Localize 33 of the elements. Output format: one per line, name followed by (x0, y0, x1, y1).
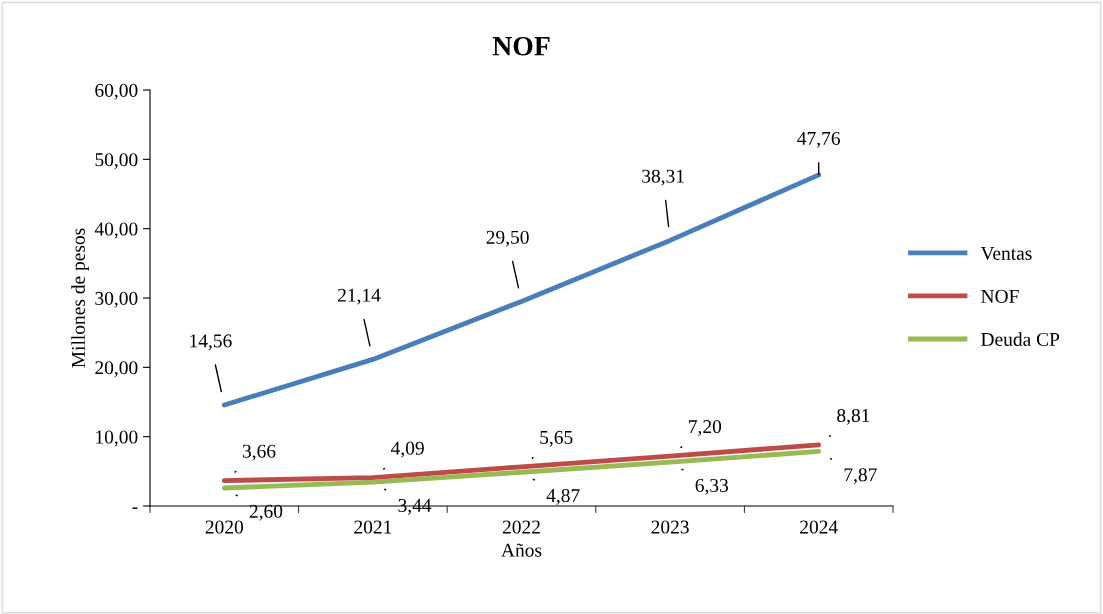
legend-label: NOF (981, 289, 1019, 303)
data-label: 29,50 (486, 230, 529, 247)
data-label: 14,56 (190, 334, 232, 351)
data-label: 38,31 (642, 169, 684, 186)
data-label: 7,20 (689, 420, 722, 436)
data-label: 7,87 (844, 468, 877, 485)
data-label: 3,44 (398, 498, 432, 515)
data-label: 5,65 (540, 430, 573, 447)
x-tick-label: 2023 (651, 520, 689, 534)
chart-title: NOF (492, 36, 550, 56)
y-tick-label: 10,00 (96, 430, 138, 447)
y-tick-label: - (132, 507, 138, 509)
x-tick-label: 2022 (502, 520, 540, 534)
x-tick-label: 2021 (354, 520, 392, 534)
data-label: 3,66 (242, 444, 276, 461)
data-label: 47,76 (797, 131, 840, 148)
data-label: 6,33 (695, 478, 729, 495)
data-label: 2,60 (249, 504, 283, 521)
data-label: 8,81 (837, 408, 870, 425)
data-label: 4,09 (390, 441, 424, 458)
y-tick-label: 60,00 (95, 83, 138, 100)
legend-label: Deuda CP (981, 332, 1060, 346)
data-label: 4,87 (546, 488, 580, 505)
x-axis-title: Años (501, 543, 542, 557)
x-tick-label: 2020 (205, 520, 243, 534)
y-tick-label: 50,00 (95, 153, 138, 170)
y-tick-label: 30,00 (95, 291, 138, 308)
y-axis-title: Millones de pesos (71, 228, 89, 368)
y-tick-label: 20,00 (95, 361, 138, 378)
x-tick-label: 2024 (800, 520, 838, 534)
data-label: 21,14 (337, 288, 381, 305)
legend-label: Ventas (980, 246, 1032, 260)
y-tick-label: 40,00 (94, 222, 138, 239)
